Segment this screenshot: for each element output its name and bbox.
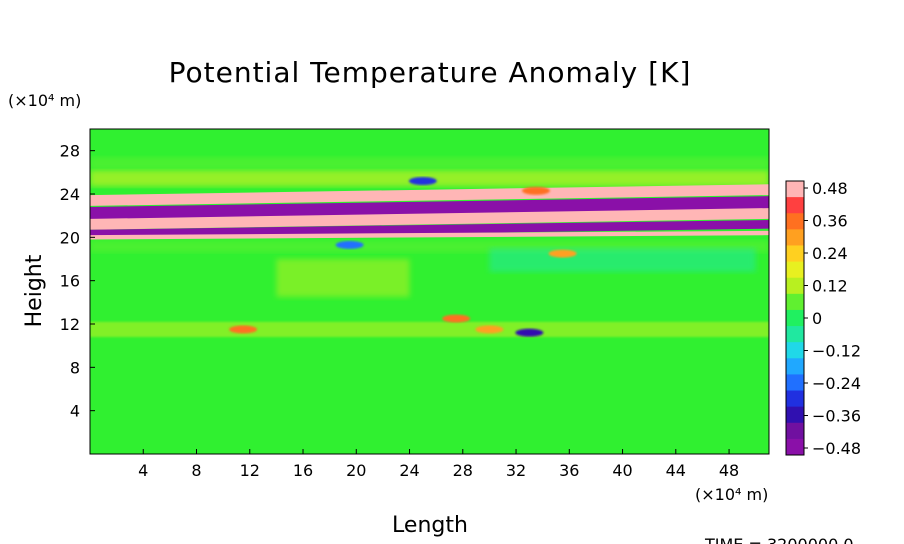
colorbar-tick-label: −0.12 xyxy=(812,342,861,361)
y-tick-label: 8 xyxy=(70,358,80,377)
y-tick-label: 28 xyxy=(60,142,80,161)
colorbar-segment xyxy=(786,326,804,343)
band-purple-top xyxy=(90,196,769,220)
x-tick-label: 8 xyxy=(191,461,201,480)
below-bands-layer xyxy=(90,240,769,253)
anomaly-feature-0 xyxy=(229,325,258,334)
colorbar-segment xyxy=(786,390,804,408)
y-tick-label: 12 xyxy=(60,315,80,334)
y-tick-label: 4 xyxy=(70,402,80,421)
y-tick-label: 16 xyxy=(60,272,80,291)
colorbar-segment xyxy=(786,261,804,279)
colorbar-segment xyxy=(786,358,804,375)
y-axis-label: Height xyxy=(22,254,47,327)
band-purple-mid xyxy=(90,220,769,239)
upper-green-layer xyxy=(90,157,769,171)
colorbar-segment xyxy=(786,374,804,392)
colorbar-segment xyxy=(786,245,804,263)
x-axis: 4 8 12 16 20 24 28 32 36 40 44 48 xyxy=(138,449,739,480)
anomaly-feature-3 xyxy=(515,328,544,337)
band-pink-mid xyxy=(90,208,769,230)
x-tick-label: 48 xyxy=(719,461,739,480)
colorbar-segment xyxy=(786,406,804,424)
colorbar-tick-label: 0.24 xyxy=(812,244,848,263)
colorbar-segment xyxy=(786,293,804,311)
plot-area xyxy=(90,129,769,454)
colorbar-tick-label: 0.48 xyxy=(812,179,848,198)
colorbar-tick-label: 0.36 xyxy=(812,212,848,231)
colorbar-segment xyxy=(786,229,804,246)
anomaly-feature-7 xyxy=(335,240,364,249)
x-tick-label: 12 xyxy=(240,461,260,480)
colorbar-segment xyxy=(786,438,804,456)
colorbar-tick-label: −0.24 xyxy=(812,374,861,393)
x-tick-label: 32 xyxy=(506,461,526,480)
anomaly-feature-5 xyxy=(522,186,551,195)
colorbar-tick-label: −0.36 xyxy=(812,407,861,426)
turbulent-layer xyxy=(90,321,769,337)
time-label: TIME = 3200000.0 xyxy=(704,535,854,544)
anomaly-feature-2 xyxy=(475,325,504,334)
mid-cyan-patch xyxy=(489,248,756,272)
x-tick-label: 4 xyxy=(138,461,148,480)
x-tick-label: 44 xyxy=(666,461,686,480)
colorbar-segment xyxy=(786,181,804,198)
anomaly-field xyxy=(90,157,769,337)
x-tick-label: 36 xyxy=(559,461,579,480)
colorbar-segment xyxy=(786,277,804,295)
y-axis: 4 8 12 16 20 24 28 xyxy=(60,142,95,421)
colorbar-tick-label: −0.48 xyxy=(812,439,861,458)
y-tick-label: 20 xyxy=(60,228,80,247)
colorbar-segment xyxy=(786,197,804,214)
colorbar: 0.48 0.36 0.24 0.12 0 −0.12 −0.24 −0.36 −0.48 xyxy=(785,179,861,458)
anomaly-feature-4 xyxy=(548,249,577,258)
mid-yellow-patch xyxy=(276,259,410,297)
x-axis-unit: (×10⁴ m) xyxy=(695,485,768,504)
anomaly-feature-1 xyxy=(442,314,471,323)
band-pink-top xyxy=(90,184,769,206)
chart-title: Potential Temperature Anomaly [K] xyxy=(169,56,692,89)
colorbar-segment xyxy=(786,309,804,327)
colorbar-tick-label: 0.12 xyxy=(812,277,848,296)
plot-frame xyxy=(89,128,770,455)
colorbar-tick-label: 0 xyxy=(812,309,822,328)
colorbar-segment xyxy=(786,213,804,230)
x-tick-label: 16 xyxy=(293,461,313,480)
band-pink-low xyxy=(90,230,769,240)
anomaly-feature-6 xyxy=(408,177,437,185)
y-tick-label: 24 xyxy=(60,185,80,204)
colorbar-segment xyxy=(786,422,804,440)
x-axis-label: Length xyxy=(392,513,468,538)
x-tick-label: 28 xyxy=(453,461,473,480)
y-axis-unit: (×10⁴ m) xyxy=(8,91,81,110)
x-tick-label: 24 xyxy=(399,461,419,480)
x-tick-label: 20 xyxy=(346,461,366,480)
x-tick-label: 40 xyxy=(612,461,632,480)
colorbar-segment xyxy=(786,342,804,359)
